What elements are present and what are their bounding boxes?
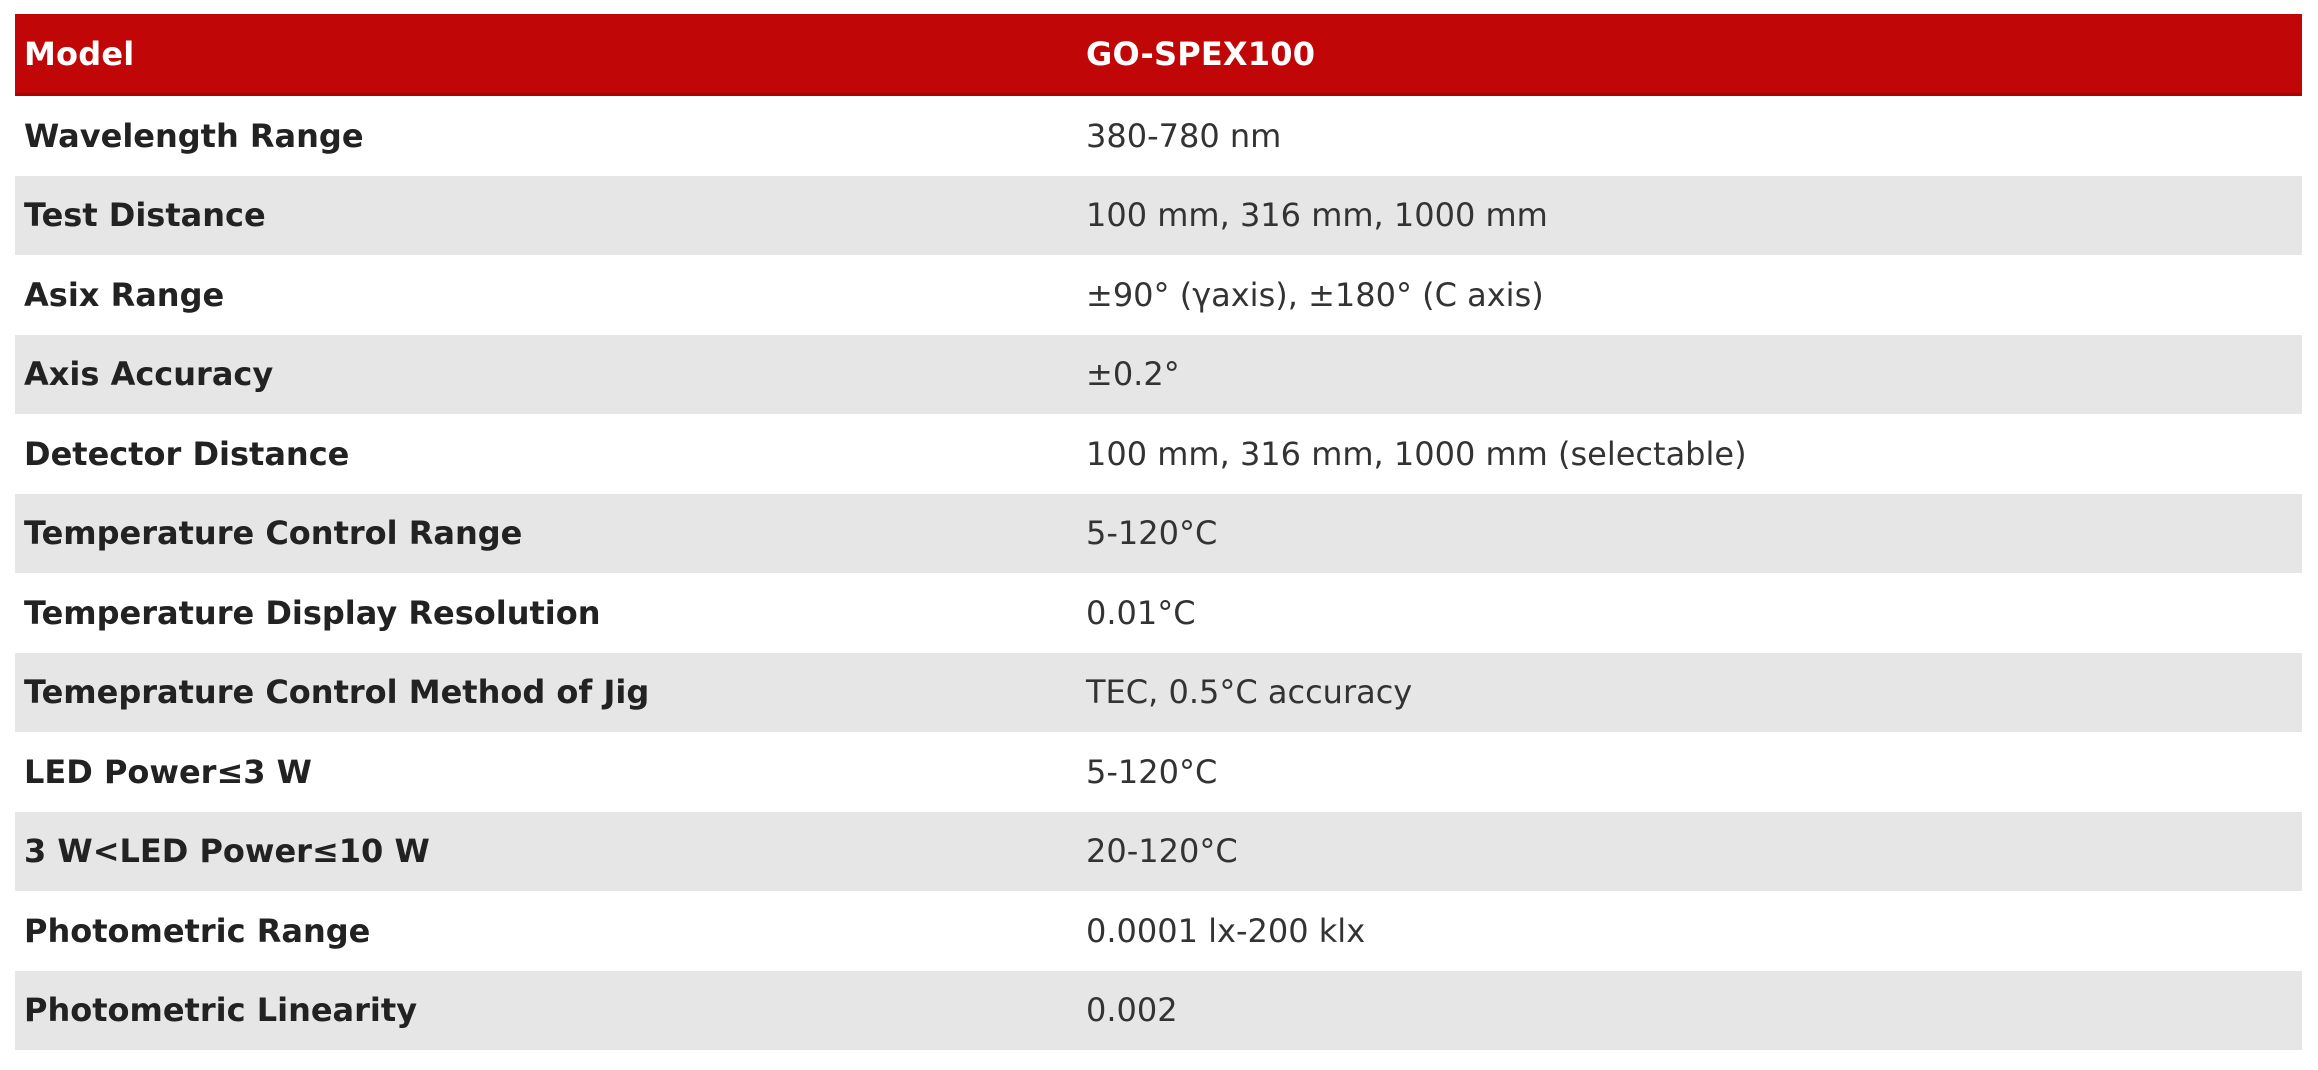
header-model-label: Model — [15, 14, 1077, 96]
table-row: Axis Accuracy ±0.2° — [15, 334, 2302, 414]
table-row: Temperature Display Resolution 0.01°C — [15, 573, 2302, 653]
table-row: Wavelength Range 380-780 nm — [15, 94, 2302, 176]
table-row: Detector Distance 100 mm, 316 mm, 1000 m… — [15, 414, 2302, 494]
spec-label: Axis Accuracy — [24, 355, 274, 394]
spec-label: Test Distance — [24, 196, 266, 235]
spec-value: 100 mm, 316 mm, 1000 mm (selectable) — [1086, 434, 1747, 473]
spec-label: Photometric Linearity — [24, 991, 418, 1030]
spec-value: TEC, 0.5°C accuracy — [1086, 673, 1413, 712]
spec-label: Asix Range — [24, 275, 225, 314]
spec-label: Detector Distance — [24, 434, 350, 473]
spec-label: LED Power≤3 W — [24, 752, 312, 791]
table-row: 3 W<LED Power≤10 W 20-120°C — [15, 811, 2302, 891]
table-row: Asix Range ±90° (γaxis), ±180° (C axis) — [15, 255, 2302, 335]
table-row: Photometric Range 0.0001 lx-200 klx — [15, 891, 2302, 971]
spec-value: 380-780 nm — [1086, 116, 1282, 155]
spec-label: Photometric Range — [24, 911, 371, 950]
spec-value: 0.002 — [1086, 991, 1178, 1030]
table-row: Test Distance 100 mm, 316 mm, 1000 mm — [15, 175, 2302, 255]
spec-label: 3 W<LED Power≤10 W — [24, 832, 430, 871]
table-header-row: Model GO-SPEX100 — [15, 14, 2302, 96]
table-row: Temeprature Control Method of Jig TEC, 0… — [15, 652, 2302, 732]
table-row: Photometric Linearity 0.002 — [15, 970, 2302, 1050]
spec-value: 5-120°C — [1086, 514, 1218, 553]
header-model-value: GO-SPEX100 — [1077, 14, 2302, 96]
table-row: LED Power≤3 W 5-120°C — [15, 732, 2302, 812]
table-row: Temperature Control Range 5-120°C — [15, 493, 2302, 573]
spec-table: Model GO-SPEX100 Wavelength Range 380-78… — [15, 14, 2302, 1050]
spec-value: 0.0001 lx-200 klx — [1086, 911, 1366, 950]
spec-value: 20-120°C — [1086, 832, 1238, 871]
spec-label: Temeprature Control Method of Jig — [24, 673, 650, 712]
spec-label: Temperature Control Range — [24, 514, 523, 553]
spec-value: 100 mm, 316 mm, 1000 mm — [1086, 196, 1548, 235]
spec-value: 5-120°C — [1086, 752, 1218, 791]
spec-label: Wavelength Range — [24, 116, 364, 155]
spec-label: Temperature Display Resolution — [24, 593, 601, 632]
spec-value: ±90° (γaxis), ±180° (C axis) — [1086, 275, 1544, 314]
spec-value: 0.01°C — [1086, 593, 1196, 632]
spec-value: ±0.2° — [1086, 355, 1180, 394]
